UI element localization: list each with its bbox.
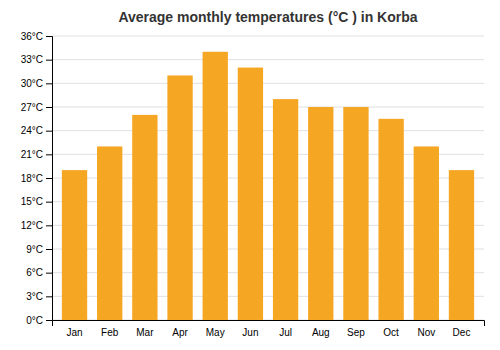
bar [378,119,403,320]
tick-label: 33°C [21,54,43,65]
tick: 15°C [21,196,52,207]
tick-label: 36°C [21,31,43,42]
tick: 0°C [26,315,52,326]
tick-mark [46,249,52,250]
bars [62,52,474,320]
tick-label: 30°C [21,78,43,89]
tick-mark [46,131,52,132]
tick: 30°C [21,78,52,89]
bar [97,146,122,320]
tick-mark [46,320,52,321]
tick: 12°C [21,220,52,231]
x-axis: Jan Feb Mar Apr May Jun Jul Aug Sep Oct Nov Dec [53,321,485,339]
tick-label: Aug [312,327,330,338]
tick: Dec [453,327,471,338]
bar [167,75,192,320]
grid-line [52,130,484,131]
grid-line [52,59,484,60]
tick-mark [46,36,52,37]
bar [132,115,157,320]
tick: 18°C [21,173,52,184]
bar [449,170,474,320]
bar [62,170,87,320]
bar [343,107,368,320]
tick: 24°C [21,125,52,136]
tick: 27°C [21,102,52,113]
tick-label: 3°C [26,291,43,302]
tick-label: Oct [383,327,399,338]
tick-mark [46,202,52,203]
tick-label: May [206,327,225,338]
tick-label: Sep [347,327,365,338]
plot: 0°C 3°C 6°C 9°C 12°C 15°C 18°C 21°C 24°C 27°C 30°C… [21,31,485,338]
tick-mark [46,178,52,179]
tick-mark [46,107,52,108]
tick-mark [46,154,52,155]
tick: Jan [66,327,82,338]
tick: Mar [136,327,154,338]
tick-label: 15°C [21,196,43,207]
tick: 21°C [21,149,52,160]
tick: May [206,327,225,338]
tick-mark [46,60,52,61]
tick-mark [46,225,52,226]
bar [273,99,298,320]
tick: Feb [101,327,119,338]
title: Average monthly temperatures (°C ) in Ko… [118,9,417,25]
tick: Apr [172,327,188,338]
bar [414,146,439,320]
tick-label: Nov [417,327,435,338]
tick: Aug [312,327,330,338]
tick-label: 12°C [21,220,43,231]
tick-label: Dec [453,327,471,338]
tick: 9°C [26,244,52,255]
chart: 0°C 3°C 6°C 9°C 12°C 15°C 18°C 21°C 24°C 27°C 30°C… [0,0,500,350]
tick: 3°C [26,291,52,302]
tick: Oct [383,327,399,338]
axis-line [46,37,53,321]
tick: 33°C [21,54,52,65]
tick-label: Jun [242,327,258,338]
bar [308,107,333,320]
tick-mark [46,83,52,84]
tick-label: 0°C [26,315,43,326]
tick-mark [46,273,52,274]
tick-mark [46,296,52,297]
tick: Sep [347,327,365,338]
tick: Jul [279,327,292,338]
tick-label: 18°C [21,173,43,184]
tick: Jun [242,327,258,338]
tick-label: 24°C [21,125,43,136]
tick-label: Feb [101,327,119,338]
tick-label: 6°C [26,267,43,278]
y-axis: 0°C 3°C 6°C 9°C 12°C 15°C 18°C 21°C 24°C 27°C 30°C… [21,31,53,326]
bar [238,68,263,320]
tick-label: Apr [172,327,188,338]
tick-label: Jan [66,327,82,338]
axis-line [53,321,485,327]
grid-line [52,83,484,84]
tick-label: 21°C [21,149,43,160]
tick: 6°C [26,267,52,278]
tick: Nov [417,327,435,338]
tick-label: 27°C [21,102,43,113]
bar [203,52,228,320]
grid [52,36,484,320]
tick: 36°C [21,31,52,42]
tick-label: Mar [136,327,154,338]
grid-line [52,107,484,108]
tick-label: Jul [279,327,292,338]
grid-line [52,36,484,37]
tick-label: 9°C [26,244,43,255]
